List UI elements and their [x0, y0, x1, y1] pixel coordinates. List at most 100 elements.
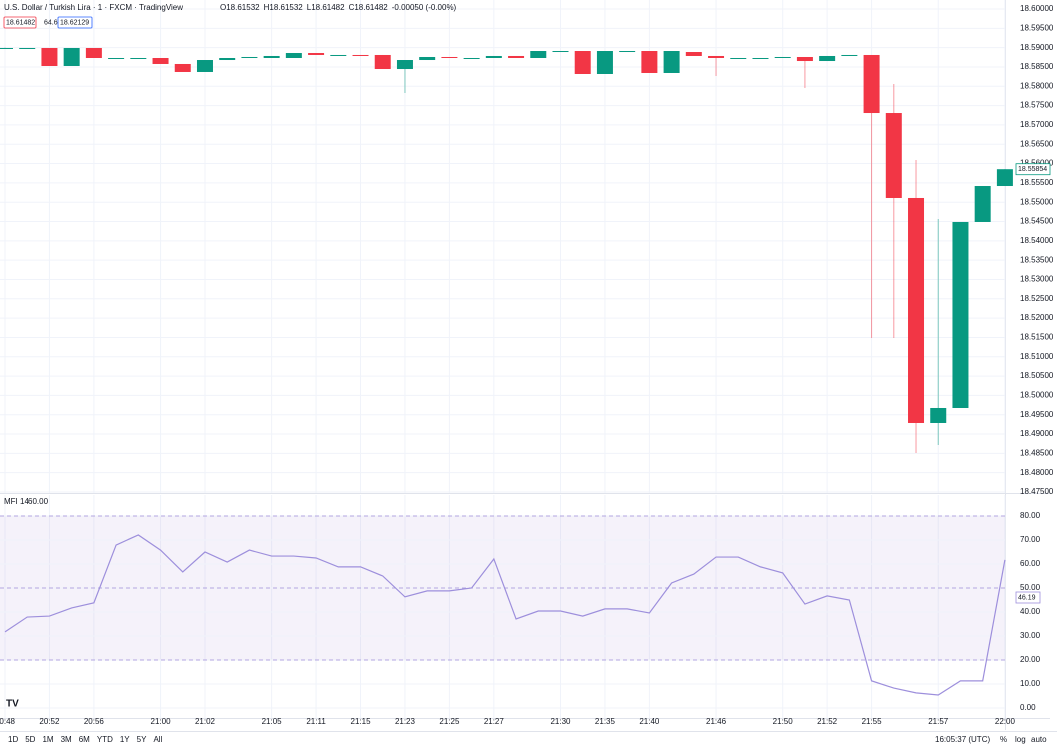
range-button[interactable]: All: [153, 735, 162, 744]
candle-body: [41, 47, 58, 66]
candle-body: [974, 186, 991, 222]
y-tick-label: 18.53500: [1020, 255, 1054, 264]
range-button[interactable]: 1Y: [120, 735, 130, 744]
x-tick-label: 21:00: [151, 717, 172, 726]
indicator-value: 60.00: [28, 497, 49, 506]
y-tick-label: 18.57500: [1020, 101, 1054, 110]
axis-option[interactable]: auto: [1031, 735, 1047, 744]
candle-body: [330, 54, 347, 56]
range-button[interactable]: 1M: [42, 735, 53, 744]
x-tick-label: 21:55: [862, 717, 883, 726]
range-button[interactable]: 3M: [61, 735, 72, 744]
candle-body: [952, 221, 969, 408]
y-tick-label: 18.47500: [1020, 487, 1054, 496]
y-tick-label: 40.00: [1020, 607, 1041, 616]
x-tick-label: 21:27: [484, 717, 505, 726]
candle-body: [752, 57, 769, 59]
y-tick-label: 18.57000: [1020, 120, 1054, 129]
candle-body: [152, 57, 169, 64]
badge: 64.6: [44, 19, 58, 26]
candle-body: [574, 51, 591, 74]
y-tick-label: 18.60000: [1020, 4, 1054, 13]
y-tick-label: 30.00: [1020, 631, 1041, 640]
candle-body: [996, 169, 1013, 187]
y-tick-label: 18.58500: [1020, 62, 1054, 71]
candle-body: [285, 53, 302, 58]
ohlc-value: C18.61482: [349, 3, 389, 12]
last-price-label: 18.55854: [1018, 166, 1047, 173]
candle-body: [108, 57, 125, 59]
x-tick-label: 21:25: [439, 717, 460, 726]
candle-body: [352, 54, 369, 56]
candle-body: [241, 56, 258, 58]
y-tick-label: 18.48500: [1020, 448, 1054, 457]
mfi-line: [4, 534, 1006, 696]
y-tick-label: 18.50500: [1020, 371, 1054, 380]
x-tick-label: 20:56: [84, 717, 105, 726]
x-tick-label: 21:50: [773, 717, 794, 726]
y-tick-label: 18.50000: [1020, 391, 1054, 400]
y-tick-label: 18.54000: [1020, 236, 1054, 245]
candle-body: [396, 60, 413, 70]
y-tick-label: 18.59500: [1020, 23, 1054, 32]
range-button[interactable]: 6M: [79, 735, 90, 744]
y-tick-label: 70.00: [1020, 535, 1041, 544]
candle-body: [263, 55, 280, 58]
candle-body: [374, 54, 391, 70]
indicator-title: MFI 14: [4, 497, 29, 506]
candle-body: [730, 57, 747, 59]
candle-body: [685, 52, 702, 56]
candle-body: [819, 55, 836, 62]
range-button[interactable]: 1D: [8, 735, 18, 744]
y-tick-label: 50.00: [1020, 583, 1041, 592]
y-tick-label: 10.00: [1020, 679, 1041, 688]
candle-body: [130, 57, 147, 59]
y-tick-label: 60.00: [1020, 559, 1041, 568]
candle-body: [708, 55, 725, 58]
candle-body: [885, 113, 902, 198]
x-tick-label: 22:00: [995, 717, 1016, 726]
candle-body: [174, 63, 191, 72]
y-tick-label: 18.52500: [1020, 294, 1054, 303]
x-tick-label: 20:48: [0, 717, 16, 726]
x-tick-label: 21:30: [550, 717, 571, 726]
current-value-box: [1015, 591, 1041, 604]
badge: 18.61482: [6, 19, 35, 26]
y-tick-label: 18.55500: [1020, 178, 1054, 187]
candle-body: [641, 51, 658, 73]
candle-body: [308, 53, 325, 55]
x-tick-label: 21:02: [195, 717, 216, 726]
candle-body: [441, 56, 458, 58]
y-tick-label: 18.59000: [1020, 43, 1054, 52]
y-tick-label: 18.52000: [1020, 313, 1054, 322]
badge-box: [3, 16, 37, 29]
ohlc-value: -0.00050 (-0.00%): [392, 3, 457, 12]
y-tick-label: 80.00: [1020, 511, 1041, 520]
candle-body: [0, 47, 13, 49]
x-tick-label: 21:05: [262, 717, 283, 726]
axis-option[interactable]: %: [1000, 735, 1007, 744]
ohlc-value: O18.61532: [220, 3, 260, 12]
y-tick-label: 18.58000: [1020, 81, 1054, 90]
axis-option[interactable]: log: [1015, 735, 1026, 744]
y-tick-label: 18.51000: [1020, 352, 1054, 361]
range-button[interactable]: 5Y: [137, 735, 147, 744]
ohlc-value: H18.61532: [264, 3, 304, 12]
badge-box: [57, 16, 93, 29]
candle-body: [463, 57, 480, 59]
x-tick-label: 21:23: [395, 717, 416, 726]
range-button[interactable]: YTD: [97, 735, 113, 744]
logo: TV: [6, 699, 19, 710]
x-tick-label: 21:35: [595, 717, 616, 726]
current-value-label: 46.19: [1018, 594, 1036, 601]
range-button[interactable]: 5D: [25, 735, 35, 744]
x-tick-label: 21:11: [306, 717, 326, 726]
candle-body: [596, 51, 613, 74]
y-tick-label: 18.48000: [1020, 468, 1054, 477]
x-tick-label: 21:46: [706, 717, 727, 726]
y-tick-label: 18.49000: [1020, 429, 1054, 438]
badge: 18.62129: [60, 19, 89, 26]
candle-body: [419, 56, 436, 61]
